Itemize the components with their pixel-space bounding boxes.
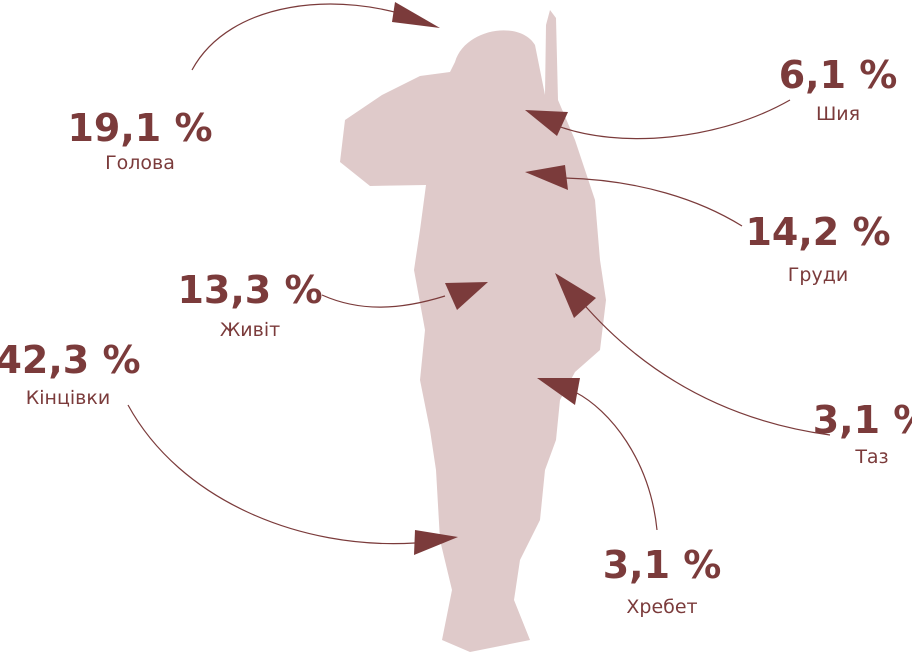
value-text: 3,1 % <box>603 543 722 587</box>
arrow-line <box>580 300 830 435</box>
arrow-line <box>555 100 790 139</box>
label-text: Живіт <box>220 319 280 341</box>
arrow-line <box>192 4 420 70</box>
value-text: 3,1 % <box>813 398 912 442</box>
label-text: Кінцівки <box>26 387 110 409</box>
value-text: 42,3 % <box>0 338 141 382</box>
soldier-silhouette <box>340 10 606 652</box>
label-text: Груди <box>788 264 848 286</box>
value-text: 6,1 % <box>779 53 898 97</box>
value-text: 13,3 % <box>177 268 322 312</box>
label-text: Голова <box>105 152 175 174</box>
value-text: 19,1 % <box>67 106 212 150</box>
infographic: 19,1 %Голова 6,1 % Шия 14,2 % Груди 13,3 % Жив… <box>0 0 912 663</box>
label-text: Таз <box>854 446 888 468</box>
arrow-line <box>575 392 657 530</box>
arrow-line <box>128 405 415 544</box>
arrow-head <box>392 2 440 28</box>
label-text: Шия <box>816 103 860 125</box>
label-text: Хребет <box>626 596 697 618</box>
value-text: 14,2 % <box>745 210 890 254</box>
